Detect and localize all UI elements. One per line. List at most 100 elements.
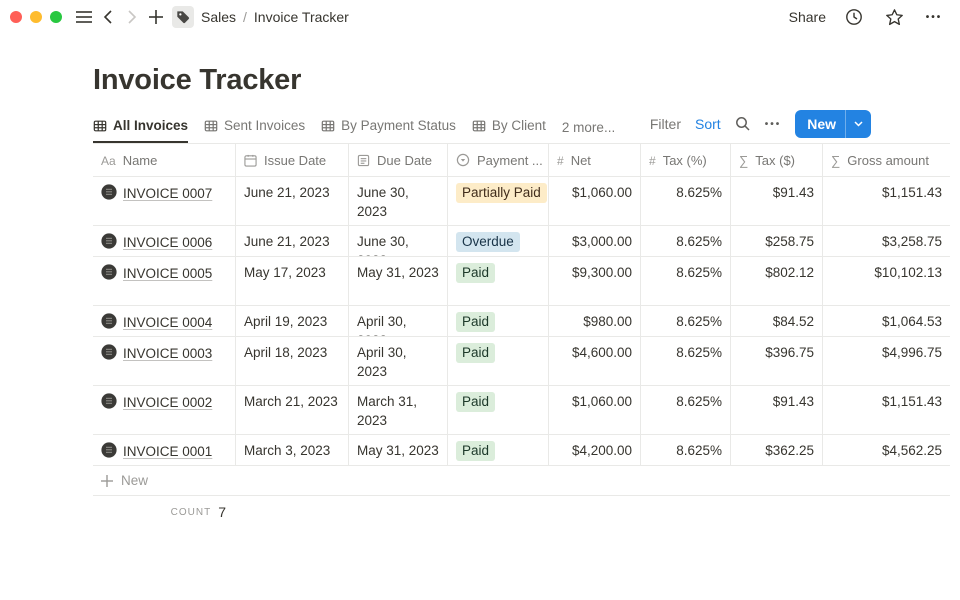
issue-date-cell[interactable]: April 18, 2023: [236, 337, 349, 385]
tax-pct-cell[interactable]: 8.625%: [641, 435, 731, 465]
status-badge[interactable]: Paid: [456, 263, 496, 283]
net-cell[interactable]: $4,200.00: [549, 435, 641, 465]
new-page-icon[interactable]: [144, 5, 168, 29]
invoice-name[interactable]: INVOICE 0003: [123, 346, 213, 361]
tax-usd-cell[interactable]: $802.12: [731, 257, 823, 305]
tab-by-client[interactable]: By Client: [472, 118, 546, 143]
new-entry-label[interactable]: New: [807, 116, 836, 132]
breadcrumb-page[interactable]: Invoice Tracker: [253, 9, 349, 25]
window-zoom-button[interactable]: [50, 11, 62, 23]
add-row-button[interactable]: New: [93, 466, 950, 496]
due-date-cell[interactable]: June 30, 2023: [349, 226, 448, 256]
window-close-button[interactable]: [10, 11, 22, 23]
invoice-name-cell[interactable]: INVOICE 0001: [93, 435, 236, 465]
sidebar-menu-icon[interactable]: [72, 5, 96, 29]
tax-pct-cell[interactable]: 8.625%: [641, 306, 731, 336]
net-cell[interactable]: $1,060.00: [549, 386, 641, 434]
gross-cell[interactable]: $4,996.75: [881, 345, 942, 360]
invoice-name-cell[interactable]: INVOICE 0007: [93, 177, 236, 225]
issue-date-cell[interactable]: June 21, 2023: [236, 177, 349, 225]
column-header-tax[interactable]: ∑ Tax ($): [731, 144, 823, 176]
tax-pct-cell[interactable]: 8.625%: [641, 337, 731, 385]
more-options-icon[interactable]: •••: [925, 11, 943, 23]
gross-cell[interactable]: $3,258.75: [881, 234, 942, 249]
issue-date-cell[interactable]: March 3, 2023: [236, 435, 349, 465]
tax-usd-cell[interactable]: $91.43: [731, 177, 823, 225]
net-cell[interactable]: $980.00: [549, 306, 641, 336]
payment-status-cell[interactable]: Paid: [448, 306, 549, 336]
invoice-name-cell[interactable]: INVOICE 0005: [93, 257, 236, 305]
due-date-cell[interactable]: April 30, 2023: [349, 337, 448, 385]
tax-pct-cell[interactable]: 8.625%: [641, 386, 731, 434]
due-date-cell[interactable]: April 30, 2023: [349, 306, 448, 336]
column-header-tax[interactable]: # Tax (%): [641, 144, 731, 176]
payment-status-cell[interactable]: Partially Paid: [448, 177, 549, 225]
column-header-net[interactable]: # Net: [549, 144, 641, 176]
issue-date-cell[interactable]: April 19, 2023: [236, 306, 349, 336]
tax-usd-cell[interactable]: $362.25: [731, 435, 823, 465]
issue-date-cell[interactable]: March 21, 2023: [236, 386, 349, 434]
share-button[interactable]: Share: [788, 9, 826, 25]
invoice-name-cell[interactable]: INVOICE 0004: [93, 306, 236, 336]
due-date-cell[interactable]: June 30, 2023: [349, 177, 448, 225]
invoice-name[interactable]: INVOICE 0002: [123, 395, 213, 410]
breadcrumb-section[interactable]: Sales: [201, 9, 237, 25]
status-badge[interactable]: Paid: [456, 392, 496, 412]
nav-back-icon[interactable]: [96, 5, 120, 29]
gross-cell[interactable]: $4,562.25: [881, 443, 942, 458]
favorite-star-icon[interactable]: [882, 5, 906, 29]
gross-cell[interactable]: $1,151.43: [881, 394, 942, 409]
tax-pct-cell[interactable]: 8.625%: [641, 177, 731, 225]
status-badge[interactable]: Paid: [456, 343, 496, 363]
status-badge[interactable]: Paid: [456, 441, 496, 461]
gross-cell[interactable]: $1,064.53: [881, 314, 942, 329]
invoice-name-cell[interactable]: INVOICE 0002: [93, 386, 236, 434]
gross-cell[interactable]: $1,151.43: [881, 185, 942, 200]
tax-usd-cell[interactable]: $258.75: [731, 226, 823, 256]
tab-by-payment-status[interactable]: By Payment Status: [321, 118, 456, 143]
tax-usd-cell[interactable]: $84.52: [731, 306, 823, 336]
due-date-cell[interactable]: May 31, 2023: [349, 435, 448, 465]
tax-usd-cell[interactable]: $91.43: [731, 386, 823, 434]
net-cell[interactable]: $4,600.00: [549, 337, 641, 385]
nav-forward-icon[interactable]: [120, 5, 144, 29]
column-header-gross-amount[interactable]: ∑ Gross amount: [823, 144, 950, 176]
invoice-name[interactable]: INVOICE 0005: [123, 266, 213, 281]
invoice-name[interactable]: INVOICE 0006: [123, 235, 213, 250]
new-entry-button[interactable]: New: [795, 110, 871, 138]
tag-page-icon[interactable]: [172, 6, 194, 28]
tax-pct-cell[interactable]: 8.625%: [641, 226, 731, 256]
issue-date-cell[interactable]: June 21, 2023: [236, 226, 349, 256]
count-calculation[interactable]: COUNT 7: [93, 496, 236, 528]
invoice-name[interactable]: INVOICE 0007: [123, 186, 213, 201]
sort-button[interactable]: Sort: [695, 116, 721, 132]
window-minimize-button[interactable]: [30, 11, 42, 23]
tax-usd-cell[interactable]: $396.75: [731, 337, 823, 385]
invoice-name[interactable]: INVOICE 0001: [123, 444, 213, 459]
payment-status-cell[interactable]: Overdue: [448, 226, 549, 256]
chevron-down-icon[interactable]: [845, 110, 871, 138]
invoice-name-cell[interactable]: INVOICE 0006: [93, 226, 236, 256]
gross-cell[interactable]: $10,102.13: [874, 265, 942, 280]
invoice-name[interactable]: INVOICE 0004: [123, 315, 213, 330]
history-clock-icon[interactable]: [842, 5, 866, 29]
net-cell[interactable]: $3,000.00: [549, 226, 641, 256]
column-header-payment[interactable]: Payment ...: [448, 144, 549, 176]
view-more-icon[interactable]: •••: [764, 118, 782, 130]
column-header-name[interactable]: Aa Name: [93, 144, 236, 176]
invoice-name-cell[interactable]: INVOICE 0003: [93, 337, 236, 385]
net-cell[interactable]: $9,300.00: [549, 257, 641, 305]
status-badge[interactable]: Overdue: [456, 232, 520, 252]
issue-date-cell[interactable]: May 17, 2023: [236, 257, 349, 305]
tax-pct-cell[interactable]: 8.625%: [641, 257, 731, 305]
column-header-due-date[interactable]: Due Date: [349, 144, 448, 176]
due-date-cell[interactable]: March 31, 2023: [349, 386, 448, 434]
filter-button[interactable]: Filter: [649, 116, 681, 132]
payment-status-cell[interactable]: Paid: [448, 386, 549, 434]
column-header-issue-date[interactable]: Issue Date: [236, 144, 349, 176]
tab-sent-invoices[interactable]: Sent Invoices: [204, 118, 305, 143]
tab-all-invoices[interactable]: All Invoices: [93, 118, 189, 143]
payment-status-cell[interactable]: Paid: [448, 435, 549, 465]
payment-status-cell[interactable]: Paid: [448, 337, 549, 385]
search-icon[interactable]: [735, 116, 751, 132]
